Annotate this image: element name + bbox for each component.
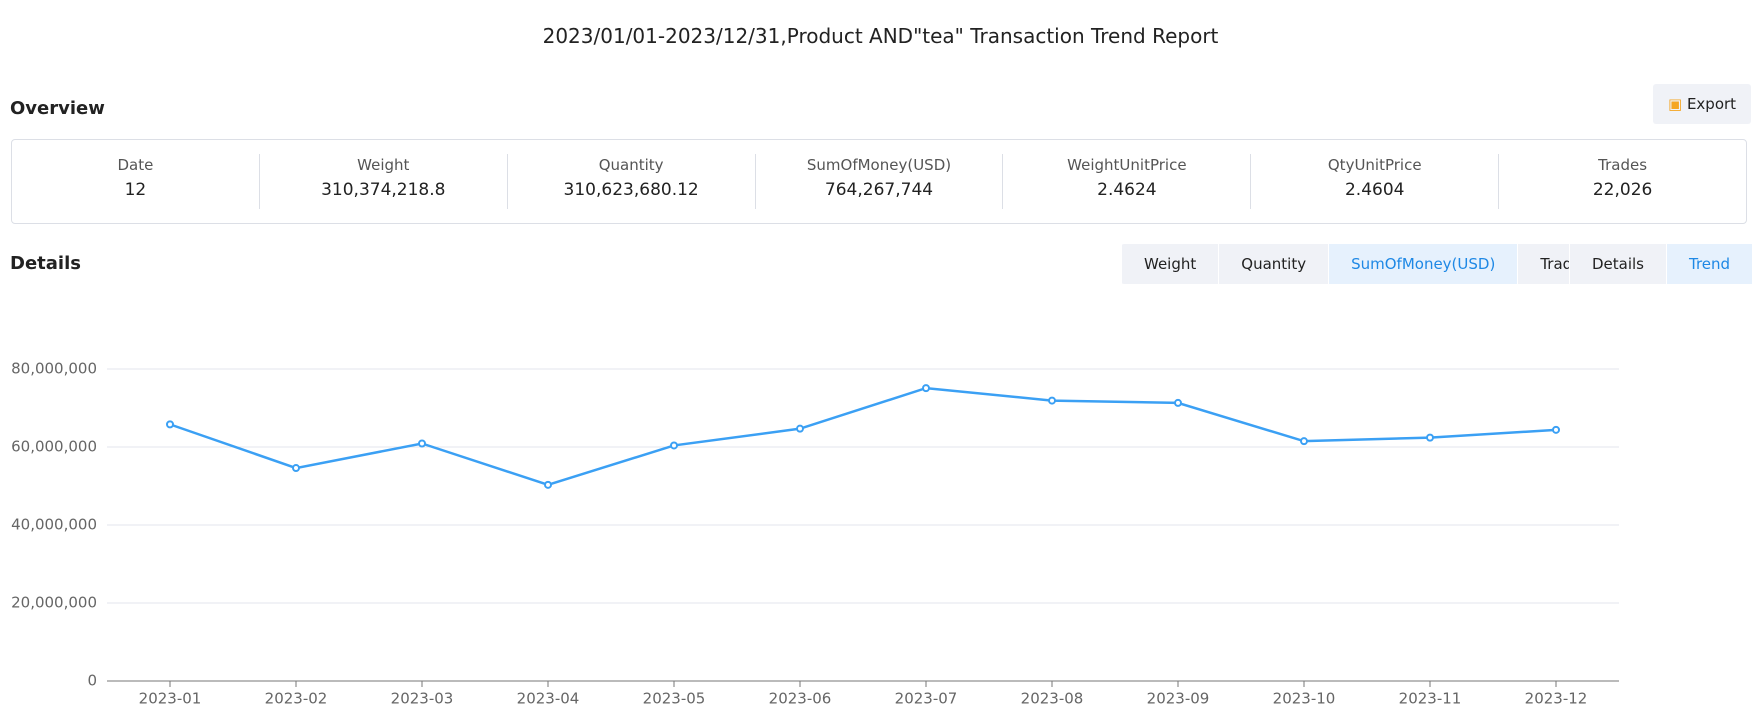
chart: 0 20,000,000 40,000,000 60,000,000 80,000,00… [11,360,1619,708]
stat-value: 2.4624 [1097,180,1157,200]
point [292,464,300,473]
stat-value: 310,623,680.12 [563,180,699,200]
export-label: Export [1686,95,1737,113]
point [796,424,804,433]
line [169,386,1557,487]
point [1300,437,1308,446]
point [544,480,552,489]
stat-cell: Trades 22,026 [1498,154,1746,209]
point [1048,396,1056,405]
stat-value: 2.4604 [1344,180,1405,200]
stat-cell: WeightUnitPrice 2.4624 [1002,154,1250,209]
y-tick-label: 0 [87,672,97,690]
stat-cell: QtyUnitPrice 2.4604 [1250,154,1498,209]
x-tick-label: 2023-11 [1399,690,1462,708]
x-tick-label: 2023-12 [1525,690,1588,708]
overview-title: Overview [10,98,105,119]
point [1426,433,1434,442]
stat-value: 22,026 [1592,180,1653,200]
x-tick-label: 2023-09 [1147,690,1210,708]
export-icon: ▣ [1668,95,1687,113]
overview-card: Date 12 Weight 310,374,218.8 Quantity 310,623… [11,139,1747,224]
x-tick-label: 2023-05 [643,690,706,708]
point [1174,398,1182,407]
y-tick-label: 80,000,000 [11,360,97,378]
stat-label: Trades [1598,156,1648,174]
stat-value: 764,267,744 [824,180,934,200]
stat-cell: Quantity 310,623,680.12 [506,154,755,209]
stat-label: Quantity [598,156,664,174]
x-tick-label: 2023-08 [1021,690,1084,708]
point [670,441,678,450]
view-tab[interactable]: Trend [1666,244,1753,284]
report-title: 2023/01/01-2023/12/31,Product AND"tea" T… [542,24,1219,48]
point [922,384,930,393]
view-tabs: Details Trend [1569,244,1753,284]
y-tick-label: 60,000,000 [11,438,97,456]
y-tick-label: 20,000,000 [11,594,97,612]
metric-tab[interactable]: Weight [1121,244,1218,284]
stat-value: 12 [124,180,147,200]
x-tick-label: 2023-01 [139,690,202,708]
stat-label: WeightUnitPrice [1067,156,1187,174]
x-tick-label: 2023-03 [391,690,454,708]
stat-cell: SumOfMoney(USD) 764,267,744 [754,154,1003,209]
metric-tab[interactable]: SumOfMoney(USD) [1328,244,1518,284]
stat-cell: Date 12 [12,154,259,209]
x-tick-label: 2023-04 [517,690,580,708]
metric-tabs: Weight Quantity SumOfMoney(USD) Trades [1121,244,1612,284]
details-title: Details [10,253,81,274]
y-tick-label: 40,000,000 [11,516,97,534]
stat-label: SumOfMoney(USD) [806,156,952,174]
x-tick-label: 2023-07 [895,690,958,708]
point [1552,425,1560,434]
export-button[interactable]: ▣ Export [1653,84,1752,124]
stat-label: Weight [357,156,410,174]
x-tick-label: 2023-10 [1273,690,1336,708]
stat-cell: Weight 310,374,218.8 [258,154,507,209]
x-tick-label: 2023-06 [769,690,832,708]
point [418,439,426,448]
point [166,420,174,429]
metric-tab[interactable]: Quantity [1218,244,1328,284]
stat-value: 310,374,218.8 [321,180,446,200]
x-tick-label: 2023-02 [265,690,328,708]
stat-label: Date [117,156,154,174]
stat-label: QtyUnitPrice [1327,156,1422,174]
view-tab[interactable]: Details [1569,244,1666,284]
